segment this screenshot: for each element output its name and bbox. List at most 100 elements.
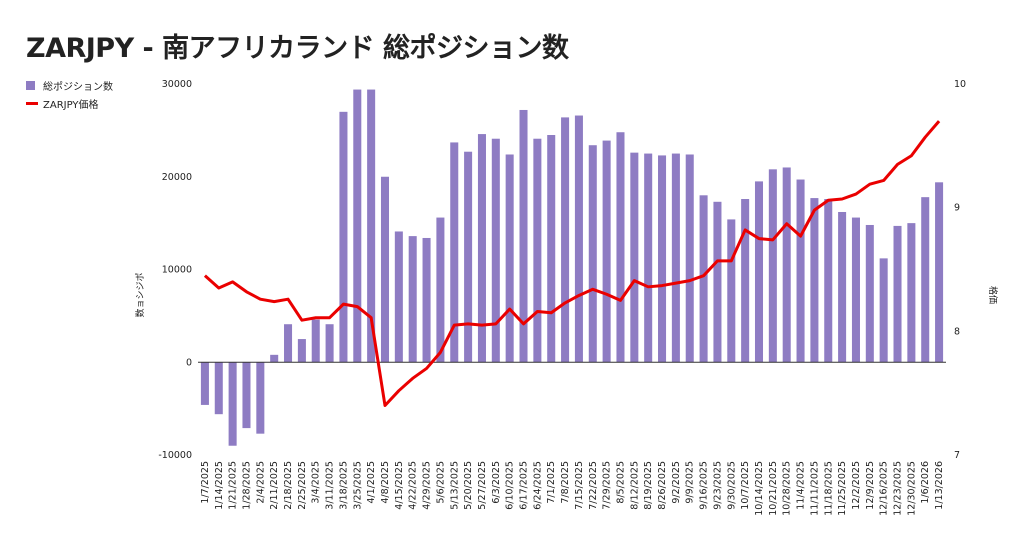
x-tick-label: 2/25/2025: [297, 461, 308, 510]
bar: [297, 339, 306, 363]
bar: [935, 182, 944, 363]
bar: [228, 362, 237, 446]
x-tick-label: 9/16/2025: [699, 461, 710, 510]
x-tick-label: 12/2/2025: [851, 461, 862, 510]
x-tick-label: 7/8/2025: [560, 461, 571, 504]
bar: [921, 197, 930, 363]
y-tick-label: 10000: [162, 265, 192, 276]
bar: [796, 179, 805, 363]
bar: [727, 219, 736, 363]
x-tick-label: 12/16/2025: [879, 461, 890, 516]
x-tick-label: 4/1/2025: [366, 461, 377, 504]
x-tick-label: 2/18/2025: [283, 461, 294, 510]
bar: [561, 117, 570, 363]
legend: 総ポジション数 ZARJPY価格: [26, 76, 113, 112]
bar: [408, 236, 417, 363]
x-tick-label: 5/6/2025: [435, 461, 446, 504]
bar: [907, 223, 916, 363]
x-tick-label: 1/6/2026: [920, 461, 931, 504]
bar: [214, 362, 223, 415]
bar: [644, 153, 653, 363]
bar: [574, 115, 583, 363]
legend-bar-swatch: [26, 80, 35, 90]
y2-tick-label: 8: [954, 326, 960, 337]
x-tick-label: 11/25/2025: [837, 461, 848, 516]
x-tick-label: 1/13/2026: [934, 461, 945, 510]
bar: [851, 217, 860, 363]
x-tick-label: 4/8/2025: [380, 461, 391, 504]
x-tick-label: 4/29/2025: [422, 461, 433, 510]
bar: [256, 362, 265, 434]
legend-item-positions: 総ポジション数: [26, 76, 113, 94]
x-tick-label: 1/7/2025: [200, 461, 211, 504]
x-tick-label: 3/11/2025: [325, 461, 336, 510]
right-axis-ticks: 10 9 8 7: [954, 79, 966, 461]
bar: [685, 154, 694, 363]
x-axis-ticks: 1/7/2025 1/14/2025 1/21/2025 1/28/2025 2/4/2…: [200, 461, 945, 516]
bar: [754, 181, 764, 363]
bar: [464, 151, 473, 363]
x-tick-label: 11/4/2025: [796, 461, 807, 510]
bar: [200, 362, 209, 405]
x-tick-label: 8/5/2025: [615, 461, 626, 504]
chart-title: ZARJPY - 南アフリカランド 総ポジション数: [26, 33, 569, 64]
x-tick-label: 6/10/2025: [505, 461, 516, 510]
bar: [699, 195, 708, 363]
left-axis-ticks: 30000 20000 10000 0 -10000: [158, 79, 192, 461]
x-tick-label: 2/4/2025: [255, 461, 266, 504]
bar: [630, 152, 639, 363]
bar: [394, 231, 403, 363]
x-tick-label: 9/23/2025: [712, 461, 723, 510]
bar: [325, 324, 334, 363]
bar: [311, 319, 320, 363]
y2-axis-label: 格価: [987, 286, 999, 304]
x-tick-label: 11/11/2025: [809, 461, 820, 516]
bar: [477, 134, 486, 363]
x-tick-label: 8/19/2025: [643, 461, 654, 510]
bar: [533, 138, 542, 363]
bar: [768, 169, 777, 363]
bar: [838, 211, 847, 363]
x-tick-label: 10/21/2025: [768, 461, 779, 516]
x-tick-label: 10/28/2025: [782, 461, 793, 516]
bar: [658, 155, 667, 363]
x-tick-label: 8/12/2025: [629, 461, 640, 510]
x-tick-label: 12/9/2025: [865, 461, 876, 510]
x-tick-label: 5/27/2025: [477, 461, 488, 510]
bar: [242, 362, 251, 429]
bar: [671, 153, 680, 363]
x-tick-label: 12/23/2025: [893, 461, 904, 516]
bar: [547, 135, 556, 363]
y2-tick-label: 10: [954, 79, 966, 90]
x-tick-label: 2/11/2025: [269, 461, 280, 510]
x-tick-label: 10/14/2025: [754, 461, 765, 516]
x-tick-label: 7/1/2025: [546, 461, 557, 504]
y2-tick-label: 7: [954, 450, 960, 461]
x-tick-label: 5/20/2025: [463, 461, 474, 510]
x-tick-label: 3/25/2025: [352, 461, 363, 510]
legend-line-swatch: [26, 101, 38, 105]
bar: [616, 132, 625, 363]
x-tick-label: 1/14/2025: [214, 461, 225, 510]
bar: [824, 199, 833, 363]
x-tick-label: 7/29/2025: [602, 461, 613, 510]
x-tick-label: 7/22/2025: [588, 461, 599, 510]
bar: [436, 217, 445, 363]
bar: [865, 224, 874, 363]
y-tick-label: 30000: [162, 79, 192, 90]
x-tick-label: 4/22/2025: [408, 461, 419, 510]
x-tick-label: 1/21/2025: [228, 461, 239, 510]
bar: [782, 167, 791, 363]
bar: [879, 258, 888, 363]
x-tick-label: 9/9/2025: [685, 461, 696, 504]
legend-item-price: ZARJPY価格: [26, 94, 113, 112]
bar: [893, 225, 902, 363]
legend-label-positions: 総ポジション数: [43, 81, 113, 93]
bar: [380, 176, 390, 363]
bar: [505, 154, 514, 363]
bar: [339, 111, 348, 363]
x-tick-label: 4/15/2025: [394, 461, 405, 510]
x-tick-label: 5/13/2025: [449, 461, 460, 510]
x-tick-label: 9/30/2025: [726, 461, 737, 510]
